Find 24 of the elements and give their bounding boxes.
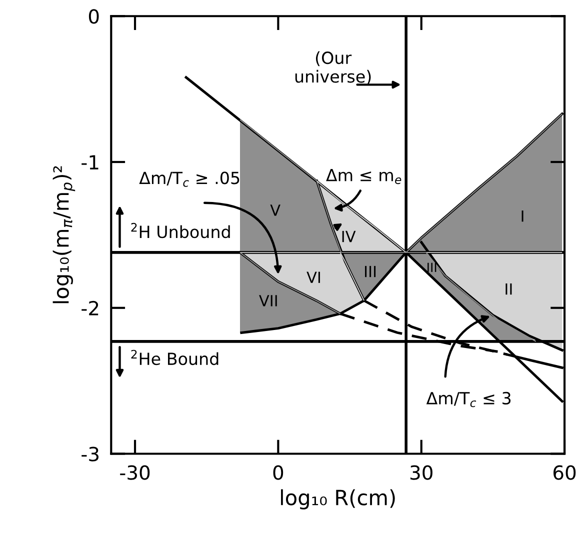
annotation: III — [428, 262, 436, 272]
y-axis-title: log₁₀(m$_{π}$/m$_{p}$)² — [52, 166, 76, 304]
x-tick-label: 0 — [273, 465, 284, 480]
annotation: VII — [259, 295, 277, 306]
y-tick-label: -3 — [82, 446, 98, 462]
annotation: Δm/T$_{c}$ ≥ .05 — [139, 172, 240, 187]
annotation: II — [506, 283, 512, 295]
annotation: Δm/T$_{c}$ ≤ 3 — [426, 392, 511, 408]
x-tick-label: 60 — [554, 465, 576, 480]
annotation: (Our universe) — [295, 51, 371, 85]
annotation: $^{2}$H Unbound — [131, 222, 230, 238]
x-axis-title: log₁₀ R(cm) — [281, 489, 395, 510]
x-tick-label: 30 — [410, 465, 432, 480]
y-tick-label: -1 — [82, 155, 98, 170]
annotation: IV — [342, 230, 356, 242]
x-tick-label: -30 — [120, 465, 150, 480]
y-tick-label: -2 — [82, 300, 98, 316]
annotation: III — [365, 266, 376, 278]
annotation: VI — [306, 272, 320, 283]
y-tick-label: 0 — [88, 9, 99, 24]
annotation: $^{2}$He Bound — [131, 350, 218, 366]
annotation: Δm ≤ m$_{e}$ — [326, 169, 402, 184]
annotation: V — [270, 204, 280, 216]
annotation: I — [522, 210, 524, 222]
